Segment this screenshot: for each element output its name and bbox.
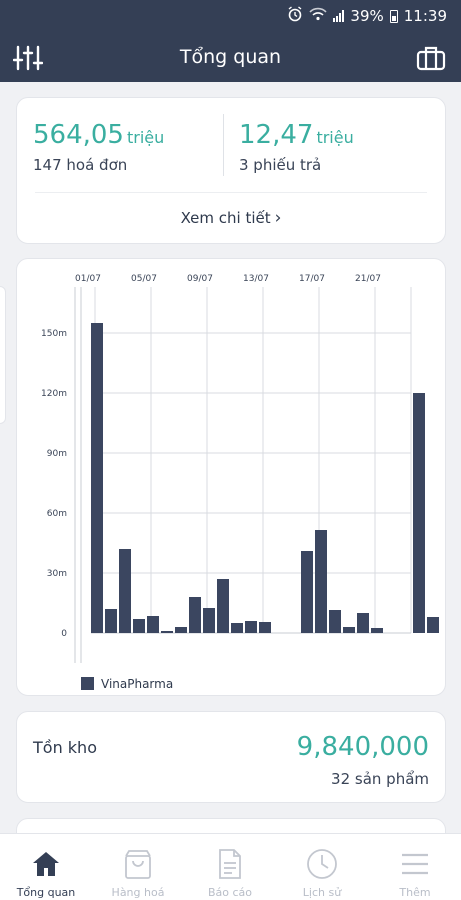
history-clock-icon: [306, 846, 338, 882]
bar-04/07: [133, 619, 145, 633]
clock: 11:39: [403, 7, 447, 25]
filter-sliders-icon[interactable]: [10, 42, 46, 74]
bar-17/07: [315, 530, 327, 633]
nav-label: Thêm: [399, 886, 431, 899]
menu-icon: [400, 846, 430, 882]
bar-13/07: [259, 622, 271, 633]
bar-20/07: [357, 613, 369, 633]
battery-icon: [389, 9, 398, 23]
nav-label: Báo cáo: [207, 886, 253, 899]
x-tick-label: 01/07: [75, 274, 101, 284]
app-header: 39% 11:39 Tổng quan: [0, 0, 461, 82]
nav-item-overview[interactable]: Tổng quan: [0, 834, 92, 900]
legend-swatch: [81, 677, 94, 690]
product-count: 32 sản phẩm: [331, 770, 429, 788]
bar-02/07: [105, 609, 117, 633]
revenue-amount: 564,05 triệu: [33, 120, 165, 150]
bar-21/07: [371, 628, 383, 633]
x-tick-label: 21/07: [355, 274, 381, 284]
bar-08/07: [189, 597, 201, 633]
bar-25/07: [427, 617, 439, 633]
bar-12/07: [245, 621, 257, 633]
nav-item-reports[interactable]: Báo cáo: [184, 834, 276, 900]
returns-unit: triệu: [316, 128, 354, 147]
signal-icon: [333, 10, 345, 22]
inventory-label: Tồn kho: [33, 738, 97, 757]
nav-item-more[interactable]: Thêm: [369, 834, 461, 900]
bar-03/07: [119, 549, 131, 633]
bar-07/07: [175, 627, 187, 633]
chevron-right-icon: ›: [274, 208, 282, 228]
legend-label: VinaPharma: [101, 677, 173, 691]
home-icon: [31, 846, 61, 882]
bar-16/07: [301, 551, 313, 633]
bar-11/07: [231, 623, 243, 633]
y-tick-label: 120m: [41, 389, 67, 399]
y-tick-label: 60m: [47, 509, 67, 519]
y-tick-label: 90m: [47, 449, 67, 459]
y-tick-label: 30m: [47, 569, 67, 579]
bar-01/07: [91, 323, 103, 633]
inventory-value: 9,840,000: [296, 732, 429, 762]
nav-label: Hàng hoá: [111, 886, 165, 899]
nav-item-history[interactable]: Lịch sử: [276, 834, 368, 900]
bar-19/07: [343, 627, 355, 633]
return-slip-count: 3 phiếu trả: [239, 156, 322, 174]
view-details-link[interactable]: Xem chi tiết ›: [17, 208, 445, 228]
wifi-icon: [309, 7, 328, 25]
briefcase-icon[interactable]: [413, 42, 449, 74]
y-tick-label: 0: [61, 629, 67, 639]
nav-label: Tổng quan: [16, 886, 76, 899]
report-document-icon: [217, 846, 243, 882]
alarm-icon: [287, 6, 303, 26]
x-tick-label: 05/07: [131, 274, 157, 284]
divider: [223, 114, 224, 176]
revenue-summary-card: 564,05 triệu 147 hoá đơn 12,47 triệu 3 phi…: [16, 97, 446, 244]
returns-amount: 12,47 triệu: [239, 120, 354, 150]
battery-percent: 39%: [350, 7, 384, 25]
y-tick-label: 150m: [41, 329, 67, 339]
shopping-bag-icon: [123, 846, 153, 882]
sales-chart-card: 0 30m 60m 90m 120m 150m 01/07 05/07 09/07 13/07 17…: [16, 258, 446, 696]
status-bar: 39% 11:39: [287, 6, 447, 26]
page-title: Tổng quan: [179, 46, 282, 68]
view-details-label: Xem chi tiết: [180, 209, 271, 227]
bar-chart: 0 30m 60m 90m 120m 150m 01/07 05/07 09/07 13/07 17…: [41, 274, 439, 691]
nav-item-products[interactable]: Hàng hoá: [92, 834, 184, 900]
side-drawer-handle[interactable]: [0, 286, 6, 424]
bar-06/07: [161, 631, 173, 633]
bottom-nav: Tổng quan Hàng hoá Báo cáo Lịch sử Thêm: [0, 833, 461, 900]
x-tick-label: 09/07: [187, 274, 213, 284]
bar-18/07: [329, 610, 341, 633]
bar-05/07: [147, 616, 159, 633]
bar-24/07: [413, 393, 425, 633]
inventory-card[interactable]: Tồn kho 9,840,000 32 sản phẩm: [16, 711, 446, 803]
revenue-unit: triệu: [126, 128, 165, 147]
invoice-count: 147 hoá đơn: [33, 156, 128, 174]
bar-09/07: [203, 608, 215, 633]
divider: [35, 192, 427, 193]
x-tick-label: 17/07: [299, 274, 325, 284]
x-tick-label: 13/07: [243, 274, 269, 284]
nav-label: Lịch sử: [302, 886, 342, 899]
bar-10/07: [217, 579, 229, 633]
